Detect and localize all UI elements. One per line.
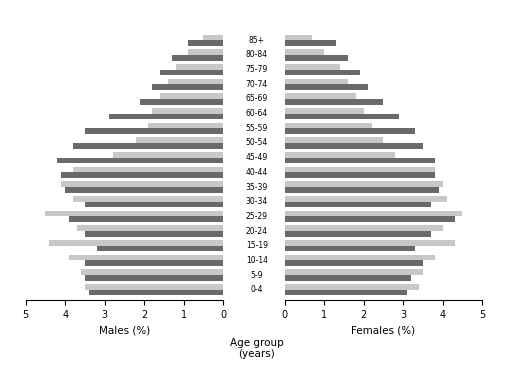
Text: 5-9: 5-9 <box>250 270 263 279</box>
Bar <box>285 50 324 55</box>
Text: Age group
(years): Age group (years) <box>230 338 284 359</box>
Bar <box>285 70 360 75</box>
Bar <box>49 240 223 246</box>
Bar <box>172 55 223 60</box>
Bar <box>285 137 384 143</box>
Bar <box>203 35 223 40</box>
Bar <box>85 202 223 207</box>
Bar <box>140 99 223 105</box>
Bar <box>285 216 455 222</box>
Bar <box>188 50 223 55</box>
Bar <box>152 84 223 90</box>
Bar <box>285 167 435 172</box>
Bar <box>285 172 435 178</box>
Text: 15-19: 15-19 <box>246 241 268 250</box>
Bar <box>152 108 223 114</box>
Bar <box>85 275 223 280</box>
Bar <box>285 93 356 99</box>
Text: 40-44: 40-44 <box>246 168 268 177</box>
Bar <box>285 270 423 275</box>
Bar <box>285 143 423 148</box>
Bar <box>73 143 223 148</box>
Bar <box>285 79 348 84</box>
Bar <box>85 260 223 266</box>
Bar <box>285 260 423 266</box>
Bar <box>285 108 364 114</box>
Bar <box>285 196 447 202</box>
Bar <box>81 270 223 275</box>
Bar <box>160 93 223 99</box>
Text: 85+: 85+ <box>249 36 265 45</box>
Text: 45-49: 45-49 <box>246 153 268 162</box>
Bar <box>112 152 223 157</box>
Bar <box>73 196 223 202</box>
Bar <box>285 246 415 251</box>
Text: 50-54: 50-54 <box>246 138 268 147</box>
Bar <box>97 246 223 251</box>
Bar <box>45 211 223 216</box>
Bar <box>285 114 399 119</box>
Bar <box>285 202 431 207</box>
Bar <box>285 84 368 90</box>
Bar <box>85 284 223 290</box>
Bar <box>109 114 223 119</box>
Text: 30-34: 30-34 <box>246 197 268 206</box>
Bar <box>61 182 223 187</box>
Text: 70-74: 70-74 <box>246 80 268 89</box>
Bar <box>285 182 443 187</box>
Bar <box>73 167 223 172</box>
Bar <box>285 40 336 46</box>
Text: 75-79: 75-79 <box>246 65 268 74</box>
Bar <box>285 187 439 193</box>
Bar <box>285 211 463 216</box>
Bar <box>168 79 223 84</box>
Bar <box>136 137 223 143</box>
Bar <box>285 231 431 237</box>
Bar <box>285 35 312 40</box>
Text: 55-59: 55-59 <box>246 124 268 133</box>
Bar <box>285 128 415 134</box>
Bar <box>285 152 396 157</box>
Bar <box>285 225 443 231</box>
Bar <box>285 123 371 128</box>
Bar <box>285 255 435 260</box>
Bar <box>160 70 223 75</box>
Bar <box>61 172 223 178</box>
Bar <box>148 123 223 128</box>
X-axis label: Males (%): Males (%) <box>99 325 150 335</box>
Bar <box>89 290 223 295</box>
Bar <box>285 64 340 70</box>
Text: 0-4: 0-4 <box>250 285 263 294</box>
Text: 20-24: 20-24 <box>246 226 268 236</box>
X-axis label: Females (%): Females (%) <box>351 325 416 335</box>
Text: 80-84: 80-84 <box>246 51 268 60</box>
Bar <box>65 187 223 193</box>
Bar <box>85 128 223 134</box>
Bar <box>285 275 411 280</box>
Bar <box>69 216 223 222</box>
Bar <box>57 158 223 163</box>
Bar <box>85 231 223 237</box>
Bar <box>69 255 223 260</box>
Bar <box>285 240 455 246</box>
Bar <box>285 290 407 295</box>
Text: 25-29: 25-29 <box>246 212 268 221</box>
Bar <box>285 99 384 105</box>
Bar <box>285 158 435 163</box>
Bar <box>176 64 223 70</box>
Bar <box>285 284 419 290</box>
Text: 35-39: 35-39 <box>246 183 268 192</box>
Text: 65-69: 65-69 <box>246 94 268 104</box>
Bar <box>77 225 223 231</box>
Text: 10-14: 10-14 <box>246 256 268 265</box>
Bar <box>188 40 223 46</box>
Bar <box>285 55 348 60</box>
Text: 60-64: 60-64 <box>246 109 268 118</box>
